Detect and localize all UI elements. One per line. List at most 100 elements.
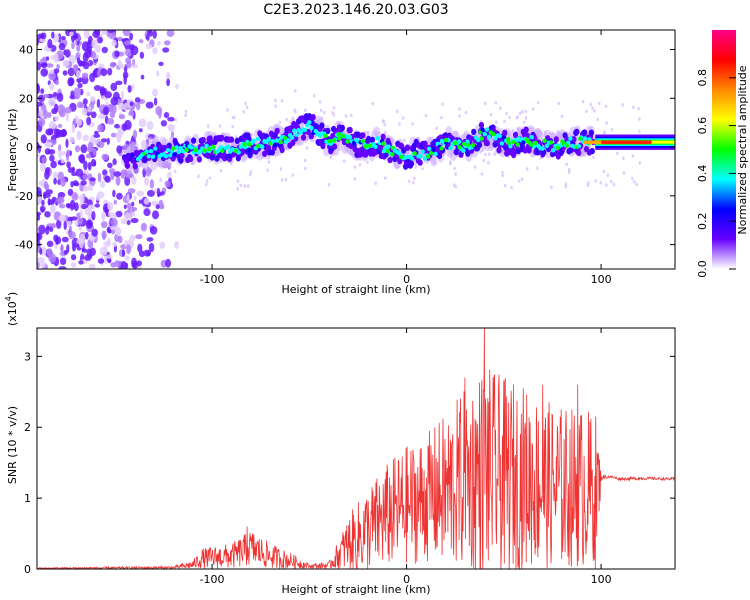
noise-mark: [147, 30, 152, 35]
noise-mark: [43, 93, 50, 98]
noise-mark: [484, 101, 487, 106]
noise-mark: [75, 168, 84, 177]
noise-mark: [383, 176, 387, 180]
noise-mark: [440, 115, 443, 120]
ridge-peak: [461, 148, 466, 153]
snr-line: [37, 328, 675, 569]
noise-mark: [518, 111, 522, 115]
noise-mark: [74, 92, 80, 100]
noise-mark: [550, 185, 553, 190]
noise-mark: [77, 101, 83, 109]
noise-mark: [173, 169, 177, 174]
ridge-peak: [313, 128, 318, 134]
snr-y-multiplier: (x104): [4, 292, 19, 326]
ridge-peak: [290, 135, 295, 140]
ridge-peak: [551, 148, 556, 153]
noise-mark: [86, 116, 92, 126]
ridge-peak: [202, 148, 207, 153]
noise-mark: [567, 170, 571, 174]
noise-mark: [137, 243, 143, 253]
noise-mark: [61, 236, 69, 243]
noise-mark: [107, 258, 112, 264]
noise-mark: [143, 208, 151, 217]
noise-mark: [323, 110, 326, 115]
tone-peak: [630, 140, 635, 145]
ridge-mark: [132, 162, 138, 170]
ridge-peak: [499, 141, 505, 146]
noise-mark: [304, 108, 307, 113]
noise-mark: [94, 203, 101, 208]
ridge-peak: [568, 136, 573, 141]
noise-mark: [226, 108, 229, 112]
noise-mark: [155, 204, 160, 210]
noise-mark: [78, 260, 84, 265]
ridge-mark: [471, 128, 477, 136]
noise-mark: [76, 45, 81, 52]
noise-mark: [631, 176, 634, 181]
noise-mark: [197, 174, 200, 178]
ridge-mark: [339, 124, 345, 132]
noise-mark: [106, 254, 113, 259]
noise-mark: [159, 241, 166, 249]
noise-mark: [536, 166, 539, 170]
ridge-mark: [465, 150, 471, 157]
noise-mark: [557, 101, 560, 106]
noise-mark: [53, 234, 59, 242]
ridge-peak: [461, 141, 467, 147]
noise-mark: [294, 89, 297, 93]
noise-mark: [118, 102, 125, 111]
noise-mark: [136, 190, 145, 197]
noise-mark: [231, 115, 235, 120]
noise-mark: [43, 181, 49, 190]
ridge-mark: [369, 136, 376, 144]
noise-mark: [143, 197, 150, 205]
tone-peak: [612, 140, 617, 145]
noise-mark: [74, 33, 79, 39]
y-tick-label: 0: [24, 563, 31, 576]
noise-mark: [329, 155, 333, 160]
noise-mark: [138, 128, 143, 133]
ridge-peak: [528, 142, 534, 147]
ridge-mark: [188, 155, 194, 162]
noise-mark: [454, 172, 457, 176]
noise-mark: [101, 46, 109, 54]
ridge-peak: [381, 141, 386, 146]
noise-mark: [60, 243, 64, 254]
ridge-peak: [363, 144, 368, 149]
noise-mark: [126, 220, 131, 226]
noise-mark: [81, 248, 88, 253]
noise-mark: [101, 211, 106, 220]
noise-mark: [41, 199, 45, 206]
ridge-mark: [478, 121, 485, 129]
noise-mark: [103, 241, 111, 247]
noise-mark: [125, 57, 132, 64]
ridge-mark: [576, 149, 582, 157]
ridge-peak: [479, 136, 484, 141]
ridge-peak: [399, 154, 404, 160]
noise-mark: [382, 119, 386, 124]
noise-mark: [46, 240, 54, 247]
noise-mark: [89, 72, 96, 83]
noise-mark: [59, 257, 67, 265]
ridge-peak: [409, 156, 415, 161]
ridge-peak: [302, 127, 308, 133]
noise-mark: [66, 161, 71, 169]
ridge-peak: [211, 144, 216, 149]
ridge-peak: [548, 140, 554, 145]
noise-mark: [131, 201, 135, 207]
noise-mark: [131, 211, 136, 217]
noise-mark: [489, 112, 493, 117]
noise-mark: [244, 101, 247, 106]
noise-mark: [126, 193, 130, 202]
noise-mark: [122, 30, 131, 37]
noise-mark: [605, 183, 608, 187]
noise-mark: [313, 94, 316, 98]
noise-mark: [53, 177, 57, 185]
ridge-peak: [294, 132, 299, 137]
noise-mark: [41, 62, 48, 67]
tone-peak: [639, 140, 643, 145]
noise-mark: [108, 104, 114, 113]
noise-mark: [127, 188, 136, 194]
noise-mark: [68, 231, 76, 240]
noise-mark: [45, 189, 53, 195]
